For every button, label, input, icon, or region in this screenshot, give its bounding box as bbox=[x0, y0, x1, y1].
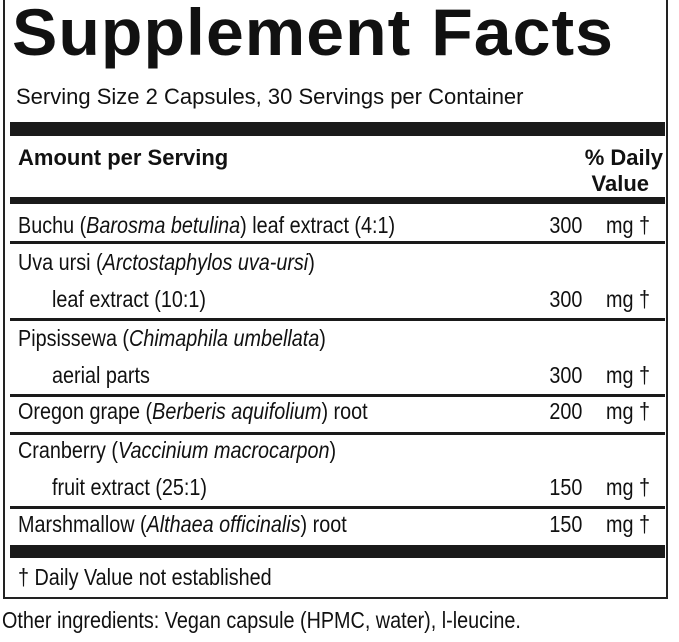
ingredient-unit: mg † bbox=[606, 511, 650, 537]
daily-value-header-line1: % Daily bbox=[584, 145, 663, 170]
ingredient-name: Pipsissewa (Chimaphila umbellata) bbox=[18, 325, 326, 351]
panel-title: Supplement Facts bbox=[12, 0, 614, 69]
thick-divider bbox=[10, 122, 665, 136]
ingredient-amount: 200 bbox=[548, 398, 582, 424]
ingredient-amount: 300 bbox=[548, 362, 582, 388]
ingredient-unit: mg † bbox=[606, 286, 650, 312]
ingredient-name: Oregon grape (Berberis aquifolium) root bbox=[18, 398, 368, 424]
ingredient-name: Marshmallow (Althaea officinalis) root bbox=[18, 511, 347, 537]
footnote: † Daily Value not established bbox=[18, 564, 272, 590]
ingredient-amount: 300 bbox=[548, 212, 582, 238]
thick-divider bbox=[10, 545, 665, 558]
row-divider bbox=[10, 318, 665, 321]
ingredient-name: Uva ursi (Arctostaphylos uva-ursi) bbox=[18, 249, 315, 275]
amount-per-serving-header: Amount per Serving bbox=[18, 145, 229, 170]
ingredient-unit: mg † bbox=[606, 398, 650, 424]
ingredient-unit: mg † bbox=[606, 362, 650, 388]
ingredient-amount: 300 bbox=[548, 286, 582, 312]
ingredient-detail: fruit extract (25:1) bbox=[52, 474, 208, 500]
ingredient-unit: mg † bbox=[606, 474, 650, 500]
row-divider bbox=[10, 241, 665, 244]
daily-value-header-line2: Value bbox=[591, 171, 649, 196]
row-divider bbox=[10, 506, 665, 509]
ingredient-amount: 150 bbox=[548, 474, 582, 500]
row-divider bbox=[10, 394, 665, 397]
other-ingredients: Other ingredients: Vegan capsule (HPMC, … bbox=[2, 607, 521, 633]
supplement-facts-panel bbox=[3, 0, 668, 599]
ingredient-detail: aerial parts bbox=[52, 362, 150, 388]
ingredient-name: Cranberry (Vaccinium macrocarpon) bbox=[18, 437, 337, 463]
row-divider bbox=[10, 432, 665, 435]
ingredient-unit: mg † bbox=[606, 212, 650, 238]
ingredient-detail: leaf extract (10:1) bbox=[52, 286, 206, 312]
thick-divider bbox=[10, 197, 665, 204]
ingredient-amount: 150 bbox=[548, 511, 582, 537]
ingredient-name: Buchu (Barosma betulina) leaf extract (4… bbox=[18, 212, 396, 238]
serving-info: Serving Size 2 Capsules, 30 Servings per… bbox=[16, 84, 524, 109]
